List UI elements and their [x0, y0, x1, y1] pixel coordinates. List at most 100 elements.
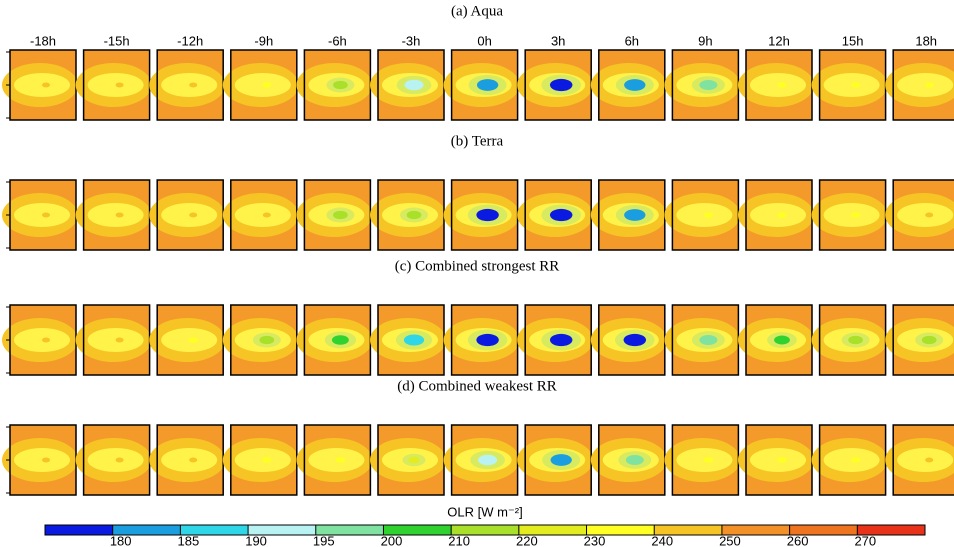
center-olr [262, 212, 271, 218]
center-olr [699, 80, 718, 90]
center-olr [851, 212, 861, 218]
colorbar-tick-label: 230 [584, 533, 606, 547]
center-olr [115, 212, 124, 218]
center-olr [703, 457, 713, 463]
center-olr [188, 337, 198, 343]
center-olr [333, 80, 348, 90]
panel [2, 49, 78, 121]
panel [2, 179, 78, 251]
colorbar-segment [45, 525, 114, 535]
center-olr [550, 454, 572, 466]
center-olr [476, 333, 499, 347]
center-olr [921, 335, 937, 345]
panel [149, 49, 226, 121]
panel [590, 179, 667, 251]
panel [664, 304, 741, 376]
panel [2, 304, 78, 376]
center-olr [262, 457, 272, 463]
colorbar-segment [315, 525, 384, 535]
time-label: -15h [104, 33, 130, 48]
colorbar-tick-label: 240 [651, 533, 673, 547]
center-olr [848, 335, 863, 345]
panel [590, 424, 667, 496]
panel-title: (d) Combined weakest RR [397, 378, 557, 394]
center-olr [925, 212, 934, 218]
panel [738, 49, 814, 121]
colorbar-tick-label: 190 [245, 533, 267, 547]
time-label: 12h [768, 33, 790, 48]
colorbar-segment [248, 525, 317, 535]
center-olr [189, 212, 198, 218]
panel [885, 49, 954, 121]
center-olr [699, 335, 718, 345]
center-olr [403, 334, 425, 346]
colorbar-tick-label: 180 [110, 533, 132, 547]
panel [738, 179, 814, 251]
panel [370, 179, 446, 251]
panel [885, 179, 954, 251]
panel-frame [892, 304, 954, 376]
time-label: 0h [477, 33, 491, 48]
panel [590, 304, 667, 376]
center-olr [777, 82, 787, 88]
panel [885, 304, 954, 376]
panel [811, 424, 888, 496]
center-olr [115, 337, 124, 343]
center-olr [42, 82, 50, 88]
time-label: 6h [625, 33, 639, 48]
colorbar-segment [654, 525, 723, 535]
center-olr [624, 209, 646, 221]
time-label: -12h [177, 33, 203, 48]
panel [75, 304, 152, 376]
panel [443, 424, 520, 496]
colorbar-tick-label: 210 [448, 533, 470, 547]
center-olr [851, 82, 861, 88]
center-olr [549, 333, 573, 347]
panel [443, 179, 520, 251]
panel [149, 424, 226, 496]
colorbar-tick-label: 250 [719, 533, 741, 547]
center-olr [259, 335, 275, 345]
panel [811, 179, 888, 251]
center-olr [333, 210, 348, 220]
panel [222, 304, 299, 376]
panel [738, 424, 814, 496]
colorbar-segment [180, 525, 249, 535]
panel [370, 49, 446, 121]
panel [222, 179, 299, 251]
center-olr [851, 457, 861, 463]
center-olr [703, 212, 713, 218]
time-label: 15h [842, 33, 864, 48]
panel [75, 424, 152, 496]
panel-title: (b) Terra [451, 133, 504, 149]
time-label: -6h [328, 33, 347, 48]
panel [222, 424, 299, 496]
colorbar-tick-label: 185 [178, 533, 200, 547]
colorbar-segment [518, 525, 588, 535]
center-olr [478, 454, 498, 466]
panel [149, 179, 226, 251]
panel [664, 49, 741, 121]
panel [443, 304, 520, 376]
center-olr [408, 456, 420, 464]
center-olr [335, 457, 345, 463]
center-olr [115, 457, 124, 463]
center-olr [189, 457, 198, 463]
colorbar-tick-label: 270 [854, 533, 876, 547]
time-label: 18h [915, 33, 937, 48]
panel [811, 49, 888, 121]
panel [664, 424, 741, 496]
panel [296, 424, 373, 496]
colorbar-tick-label: 200 [381, 533, 403, 547]
panel-frame [892, 179, 954, 251]
center-olr [404, 79, 424, 91]
colorbar-segment [112, 525, 181, 535]
time-label: -18h [30, 33, 56, 48]
colorbar-segment [383, 525, 452, 535]
center-olr [42, 457, 50, 463]
panel [664, 179, 741, 251]
center-olr [549, 208, 573, 222]
panel-frame [892, 49, 954, 121]
